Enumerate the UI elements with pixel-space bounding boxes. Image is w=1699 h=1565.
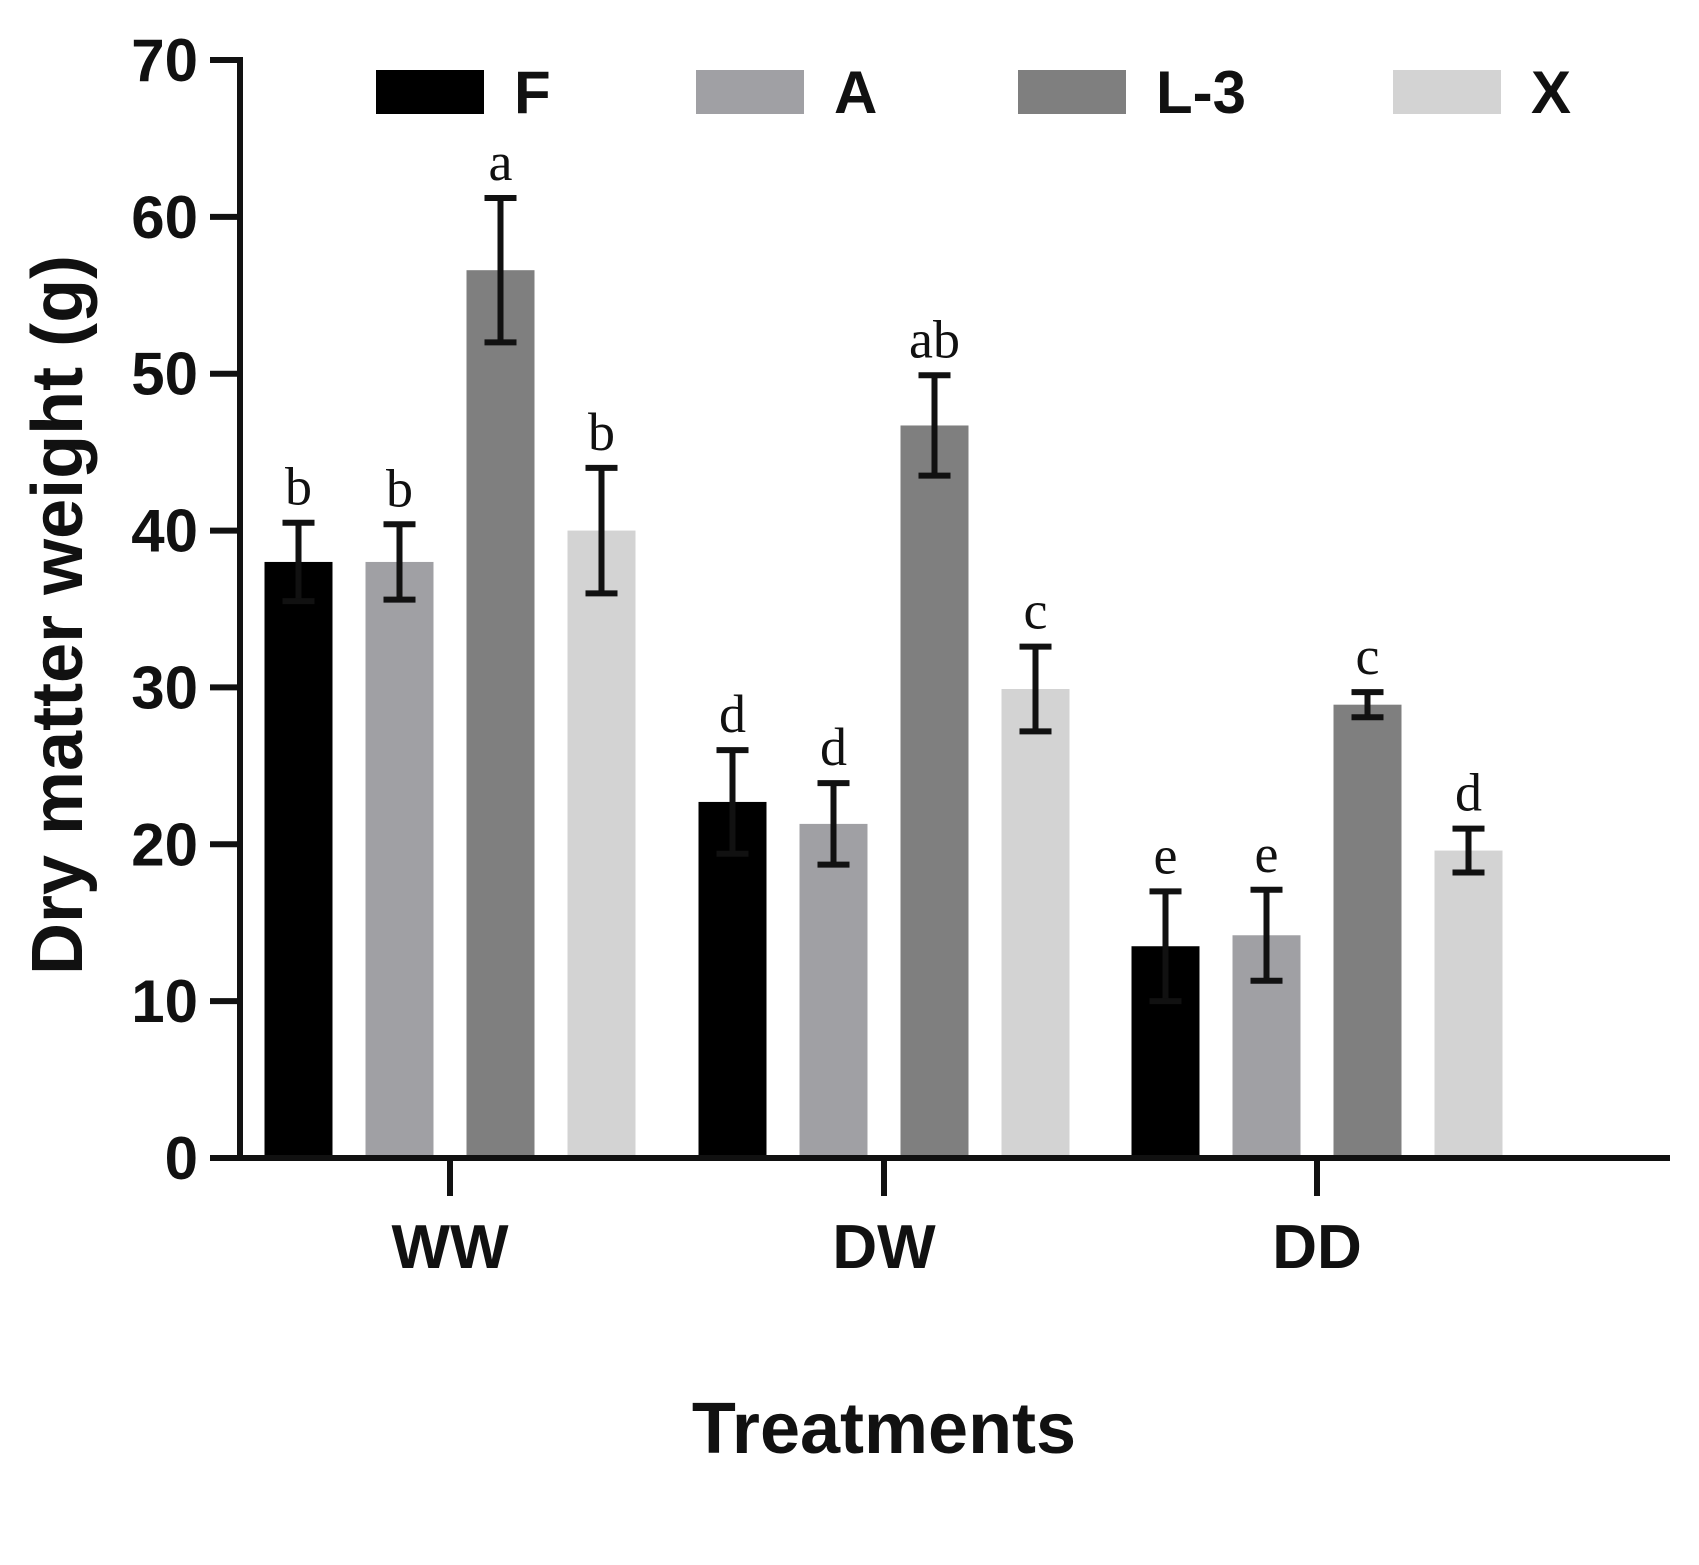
bar-F-WW (264, 561, 333, 1158)
y-tick-label: 70 (131, 27, 198, 94)
significance-letter: e (1255, 824, 1279, 884)
error-bar (585, 464, 618, 597)
legend-swatch (376, 70, 484, 114)
significance-letter: c (1356, 626, 1380, 686)
bar-L-3-DD (1333, 704, 1402, 1158)
x-category-label: DW (832, 1213, 936, 1282)
legend-item: F (376, 59, 551, 126)
error-bar (1149, 888, 1182, 1005)
x-axis-title: Treatments (692, 1389, 1076, 1469)
legend-item: X (1393, 59, 1571, 126)
error-bar (1351, 689, 1384, 721)
legend-label: L-3 (1156, 59, 1246, 126)
significance-letter: b (386, 458, 413, 518)
significance-letter: d (820, 717, 847, 777)
significance-letter: d (1455, 763, 1482, 823)
x-category-label: DD (1272, 1213, 1362, 1282)
error-bar (484, 195, 517, 346)
legend-label: A (834, 59, 877, 126)
error-bar (1250, 886, 1283, 984)
y-tick-label: 30 (131, 654, 198, 721)
legend-swatch (1018, 70, 1126, 114)
y-tick-label: 60 (131, 184, 198, 251)
error-bar (817, 780, 850, 868)
significance-letter: d (719, 684, 746, 744)
error-bar (1452, 825, 1485, 876)
legend-label: X (1531, 59, 1571, 126)
labels-layer: b d e b d e a ab c b c d 0 10 20 30 40 50 60 70 WW DW DD Treatm… (18, 27, 1482, 1469)
significance-letter: a (489, 132, 513, 192)
legend-swatch (1393, 70, 1501, 114)
legend: F A L-3 X (376, 59, 1571, 126)
error-bar (918, 372, 951, 479)
y-tick-label: 0 (165, 1125, 198, 1192)
y-tick-label: 10 (131, 968, 198, 1035)
legend-item: A (696, 59, 877, 126)
significance-letter: b (285, 457, 312, 517)
legend-label: F (514, 59, 551, 126)
legend-swatch (696, 70, 804, 114)
error-bar (716, 747, 749, 857)
y-axis-title: Dry matter weight (g) (18, 255, 98, 975)
significance-letter: c (1024, 581, 1048, 641)
error-bar (282, 519, 315, 605)
significance-letter: ab (909, 309, 960, 369)
bar-X-WW (567, 530, 636, 1158)
y-tick-label: 20 (131, 811, 198, 878)
y-tick-label: 40 (131, 498, 198, 565)
significance-letter: b (588, 402, 615, 462)
bar-F-DW (698, 801, 767, 1158)
axes-layer (210, 57, 1670, 1196)
y-tick-label: 50 (131, 341, 198, 408)
bar-L-3-WW (466, 270, 535, 1158)
legend-item: L-3 (1018, 59, 1246, 126)
bar-L-3-DW (900, 425, 969, 1158)
error-bar (383, 521, 416, 603)
bar-A-WW (365, 561, 434, 1158)
bar-A-DW (799, 823, 868, 1158)
x-category-label: WW (391, 1213, 509, 1282)
significance-letter: e (1154, 825, 1178, 885)
bar-X-DD (1434, 850, 1503, 1158)
bar-X-DW (1001, 688, 1070, 1158)
bars-layer (264, 195, 1503, 1158)
error-bar (1019, 643, 1052, 735)
